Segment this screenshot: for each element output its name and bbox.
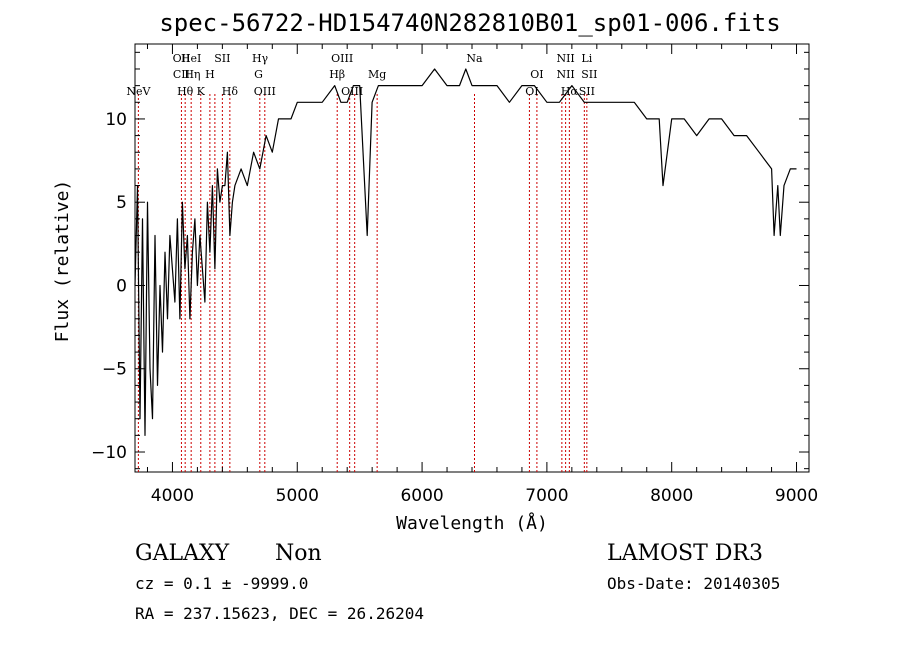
emission-line-label: Na: [466, 52, 483, 65]
emission-line-label: OII: [173, 52, 191, 65]
y-axis-ticks: −10 −5 0 5 10: [91, 51, 809, 470]
emission-line-label: Hθ: [177, 85, 194, 98]
survey-name: LAMOST DR3: [607, 541, 763, 566]
emission-line-label: Mg: [368, 68, 386, 81]
emission-line-label: G: [254, 68, 263, 81]
x-tick-label: 6000: [400, 486, 443, 506]
x-tick-label: 8000: [650, 486, 693, 506]
x-axis-label: Wavelength (Å): [396, 512, 548, 534]
redshift-info: cz = 0.1 ± -9999.0: [135, 574, 308, 593]
x-tick-label: 5000: [276, 486, 319, 506]
emission-line-label: OIII: [254, 85, 276, 98]
emission-line-label: Hη: [184, 68, 200, 81]
emission-line-label: OI: [530, 68, 543, 81]
emission-line-labels: NeV OII CII Hθ HeI Hη KH SII Hδ Hγ G OIII Hβ OIII OIII…: [126, 52, 597, 98]
emission-line-label: SII: [581, 68, 597, 81]
emission-line-label: HeI: [181, 52, 201, 65]
emission-line-label: SII: [579, 85, 595, 98]
x-axis-ticks: 4000 5000 6000 7000 8000 9000: [146, 44, 818, 506]
emission-line-label: SII: [214, 52, 230, 65]
object-class: GALAXY: [135, 541, 230, 566]
emission-line-label: NeV: [126, 85, 151, 98]
emission-line-label: Hβ: [329, 68, 345, 81]
emission-line-label: OIII: [331, 52, 353, 65]
emission-line-label: OI: [525, 85, 538, 98]
emission-line-label: NII: [556, 68, 574, 81]
chart-title: spec-56722-HD154740N282810B01_sp01-006.f…: [159, 9, 780, 37]
object-subclass: Non: [275, 541, 322, 566]
x-tick-label: 7000: [525, 486, 568, 506]
y-tick-label: −10: [91, 443, 127, 463]
emission-line-label: OIII: [341, 85, 363, 98]
emission-line-label: Li: [581, 52, 592, 65]
coordinates-info: RA = 237.15623, DEC = 26.26204: [135, 604, 424, 623]
emission-line-label: H: [205, 68, 215, 81]
plot-area-border: [134, 43, 810, 473]
spectrum-series: [134, 68, 797, 436]
emission-line-label: Hδ: [222, 85, 239, 98]
plot-frame: [134, 43, 810, 473]
x-tick-label: 4000: [151, 486, 194, 506]
x-tick-label: 9000: [775, 486, 818, 506]
emission-line-label: CII: [173, 68, 190, 81]
observation-date: Obs-Date: 20140305: [607, 574, 780, 593]
y-tick-label: 10: [105, 110, 127, 130]
emission-line-label: Hγ: [252, 52, 269, 65]
emission-line-label: NII: [556, 52, 574, 65]
y-tick-label: −5: [102, 360, 127, 380]
y-axis-label: Flux (relative): [52, 180, 73, 343]
y-tick-label: 5: [116, 193, 127, 213]
emission-line-label: K: [197, 85, 206, 98]
spectrum-line: [134, 68, 797, 436]
y-tick-label: 0: [116, 276, 127, 296]
